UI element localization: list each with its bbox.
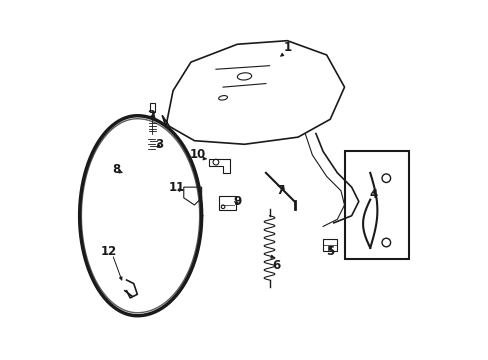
Text: 11: 11 [168,181,184,194]
Bar [219,196,235,210]
Text: 10: 10 [189,148,206,162]
Text: 5: 5 [325,245,334,258]
Bar [323,239,337,251]
Text: 6: 6 [272,259,280,272]
Text: 12: 12 [101,245,117,258]
Text: 2: 2 [147,109,155,122]
Text: 9: 9 [233,195,241,208]
Bar [344,152,408,258]
Text: 8: 8 [112,163,120,176]
Text: 1: 1 [283,41,291,54]
Text: 3: 3 [154,138,163,151]
Text: 7: 7 [276,184,284,197]
Text: 4: 4 [368,188,376,201]
Bar [149,103,155,112]
